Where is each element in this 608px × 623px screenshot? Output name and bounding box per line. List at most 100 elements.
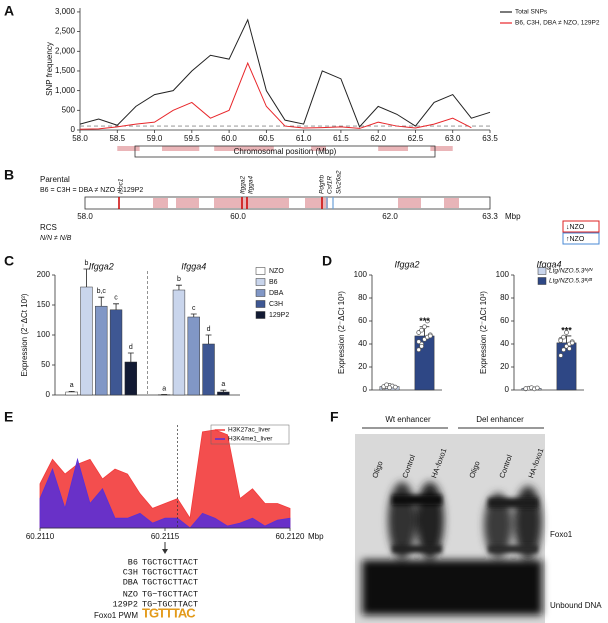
annotation: a — [221, 381, 225, 388]
legend-swatch — [255, 311, 266, 319]
y-axis-label: SNP frequency — [45, 42, 54, 96]
x-tick-label: 63.5 — [482, 134, 498, 143]
y-tick-label: 60 — [358, 316, 367, 325]
data-point — [416, 347, 422, 353]
panel-label: B — [4, 167, 14, 183]
y-tick-label: 20 — [358, 362, 367, 371]
highlight-region — [311, 146, 326, 151]
highlight-region — [378, 146, 408, 151]
legend-swatch — [255, 278, 266, 286]
data-point — [419, 327, 424, 333]
parental-relation: B6 = C3H = DBA ≠ NZO = 129P2 — [40, 187, 143, 194]
line-series — [79, 18, 491, 128]
data-point — [567, 346, 572, 351]
legend-label: B6, C3H, DBA ≠ NZO, 129P2 — [515, 20, 600, 27]
x-tick-label: 61.5 — [333, 134, 349, 143]
group-label: Wt enhancer — [385, 415, 431, 424]
x-axis-label: Chromosomal position (Mbp) — [234, 147, 337, 156]
region — [153, 198, 168, 208]
x-tick-label: 60.2110 — [26, 532, 55, 541]
category-label: Ifgga2 — [89, 261, 114, 271]
x-tick-label: 62.5 — [408, 134, 424, 143]
y-tick-label: 40 — [500, 339, 509, 348]
data-point — [561, 334, 566, 340]
sequence: TG−TGCTTACT — [142, 599, 198, 609]
error-bar — [220, 389, 227, 392]
legend-box — [562, 220, 600, 233]
legend-swatch — [255, 289, 266, 297]
bar — [187, 316, 200, 396]
y-tick-label: 40 — [358, 339, 367, 348]
bar — [556, 342, 577, 391]
data-point — [425, 318, 430, 324]
data-point — [416, 339, 422, 345]
group-label: Del enhancer — [476, 415, 524, 424]
panel-label: A — [4, 3, 14, 19]
legend-label: Ltg/NZO.5.3ᴺ/ᴺ — [549, 268, 593, 275]
x-tick-label: 58.0 — [72, 134, 88, 143]
chart-title: Ifgga4 — [536, 259, 561, 269]
y-tick-label: 1,500 — [55, 66, 76, 75]
arrow-head — [162, 549, 168, 554]
data-point — [427, 333, 433, 339]
y-tick-label: 150 — [37, 300, 51, 309]
x-tick-label: 60.2115 — [151, 532, 180, 541]
y-tick-label: 100 — [354, 270, 368, 279]
rcs-relation: N/N ≠ N/B — [40, 235, 72, 242]
data-point — [561, 347, 566, 353]
data-point — [523, 386, 529, 391]
highlight-region — [430, 146, 453, 151]
legend-label: H3K4me1_liver — [228, 436, 273, 443]
data-point — [558, 338, 564, 343]
y-tick-label: 0 — [46, 390, 51, 399]
annotation: a — [162, 385, 166, 392]
y-tick-label: 60 — [500, 316, 509, 325]
y-axis-label: Expression (2⁻ΔCt 10³) — [479, 291, 488, 374]
y-tick-label: 500 — [62, 105, 76, 114]
y-tick-label: 50 — [41, 360, 50, 369]
data-point — [392, 384, 398, 390]
gene-label: Isoc1 — [118, 178, 125, 194]
strain: 129P2 — [112, 599, 138, 609]
gel-bands — [362, 482, 542, 615]
error-bar — [175, 284, 182, 290]
bar — [80, 286, 93, 396]
y-tick-label: 2,500 — [55, 27, 76, 36]
gene-label: Ifgga2 — [240, 176, 247, 194]
chart-title: Ifgga2 — [394, 259, 419, 269]
bar — [109, 309, 123, 396]
scale-label: 62.0 — [382, 212, 398, 221]
strain: DBA — [123, 577, 139, 587]
strain: NZO — [123, 589, 138, 599]
gene-label: Ifgga4 — [248, 176, 255, 194]
legend-label: H3K27ac_liver — [228, 427, 271, 434]
legend-label: ↑NZO — [566, 236, 585, 243]
sequence: TGCTGCTTACT — [142, 577, 198, 587]
panel-label: E — [4, 409, 13, 425]
sequence: TGCTGCTTACT — [142, 557, 198, 567]
annotation: *** — [419, 316, 430, 326]
bar — [414, 335, 435, 391]
y-tick-label: 200 — [37, 270, 51, 279]
strain: C3H — [123, 567, 138, 577]
legend-swatch — [537, 267, 547, 275]
y-tick-label: 80 — [358, 293, 367, 302]
annotation: c — [114, 295, 118, 302]
y-tick-label: 0 — [505, 385, 510, 394]
data-point — [569, 340, 575, 346]
x-tick-label: 58.5 — [109, 134, 125, 143]
annotation: d — [207, 326, 211, 333]
legend-box — [210, 424, 290, 445]
legend-label: ↓NZO — [566, 224, 585, 231]
annotation: b,c — [97, 288, 107, 295]
legend-label: B6 — [269, 279, 278, 286]
y-tick-label: 2,000 — [55, 46, 76, 55]
x-tick-label: 60.5 — [259, 134, 275, 143]
highlight-region — [214, 146, 274, 151]
region — [398, 198, 421, 208]
x-tick-label: 62.0 — [370, 134, 386, 143]
x-tick-label: 59.0 — [147, 134, 163, 143]
bar — [95, 305, 108, 396]
